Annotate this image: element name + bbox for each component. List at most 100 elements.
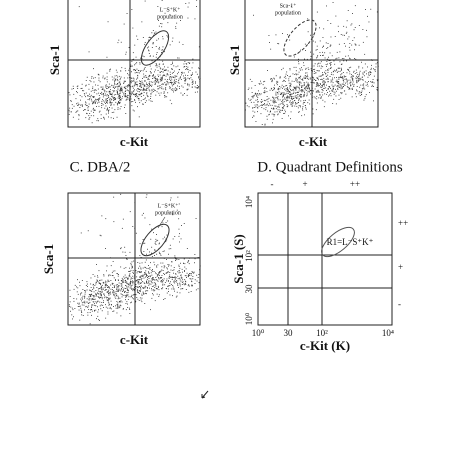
event-dot <box>305 108 307 110</box>
event-dot <box>86 76 88 78</box>
event-dot <box>97 288 99 290</box>
event-dot <box>133 288 135 290</box>
right-label: ++ <box>398 218 408 228</box>
event-dot <box>128 290 129 292</box>
event-dot <box>189 278 191 280</box>
event-dot <box>94 109 96 111</box>
event-dot <box>155 65 157 67</box>
event-dot <box>161 269 163 271</box>
event-dot <box>157 274 158 276</box>
event-dot <box>123 86 125 88</box>
event-dot <box>115 98 117 99</box>
event-dot <box>137 70 139 71</box>
event-dot <box>371 84 373 86</box>
event-dot <box>136 84 138 85</box>
event-dot <box>289 94 290 96</box>
event-dot <box>141 297 143 299</box>
event-dot <box>171 40 173 42</box>
event-dot <box>117 298 119 300</box>
event-dot <box>151 84 153 86</box>
event-dot <box>103 116 105 118</box>
event-dot <box>279 86 280 87</box>
event-dot <box>132 297 133 299</box>
event-dot <box>125 51 127 53</box>
event-dot <box>122 289 124 291</box>
event-dot <box>273 107 274 109</box>
event-dot <box>266 118 268 120</box>
event-dot <box>280 92 282 94</box>
gate <box>321 226 355 258</box>
event-dot <box>121 90 122 92</box>
annotation: L⁻S⁺K⁺ <box>160 6 181 13</box>
event-dot <box>291 98 293 99</box>
event-dot <box>104 290 106 291</box>
event-dot <box>102 77 104 79</box>
event-dot <box>185 289 187 290</box>
event-dot <box>148 99 150 101</box>
event-dot <box>140 87 142 88</box>
event-dot <box>120 87 122 89</box>
event-dot <box>351 23 353 25</box>
event-dot <box>143 212 144 214</box>
event-dot <box>284 81 286 82</box>
event-dot <box>76 298 78 300</box>
event-dot <box>154 284 156 286</box>
event-dot <box>98 111 100 113</box>
event-dot <box>96 120 98 122</box>
event-dot <box>298 63 300 65</box>
event-dot <box>82 315 84 316</box>
event-dot <box>184 270 185 271</box>
event-dot <box>158 278 160 280</box>
event-dot <box>133 281 134 283</box>
event-dot <box>345 76 347 77</box>
event-dot <box>137 77 138 79</box>
event-dot <box>363 86 365 88</box>
event-dot <box>86 289 88 291</box>
event-dot <box>180 276 182 278</box>
y-label: Sca-1 <box>227 45 242 75</box>
event-dot <box>132 93 134 94</box>
event-dot <box>169 14 171 16</box>
event-dot <box>149 224 151 226</box>
event-dot <box>158 277 160 279</box>
event-dot <box>188 260 190 261</box>
event-dot <box>123 82 125 84</box>
event-dot <box>174 280 176 282</box>
event-dot <box>319 83 321 84</box>
event-dot <box>106 79 108 81</box>
event-dot <box>101 91 103 93</box>
event-dot <box>187 260 189 262</box>
event-dot <box>114 75 116 77</box>
event-dot <box>89 297 91 299</box>
event-dot <box>112 270 114 272</box>
event-dot <box>275 105 277 107</box>
event-dot <box>142 267 144 269</box>
event-dot <box>147 276 149 278</box>
event-dot <box>176 281 178 283</box>
event-dot <box>128 85 130 87</box>
event-dot <box>261 102 262 103</box>
event-dot <box>170 265 172 267</box>
event-dot <box>112 311 114 312</box>
event-dot <box>282 101 284 103</box>
event-dot <box>99 296 101 298</box>
event-dot <box>121 294 123 295</box>
event-dot <box>152 270 153 272</box>
event-dot <box>88 96 90 97</box>
event-dot <box>333 71 335 73</box>
event-dot <box>310 51 311 53</box>
event-dot <box>159 271 160 273</box>
event-dot <box>334 77 335 79</box>
event-dot <box>93 101 95 103</box>
event-dot <box>354 27 356 28</box>
event-dot <box>317 90 318 92</box>
event-dot <box>120 290 122 292</box>
event-dot <box>346 20 348 22</box>
event-dot <box>154 300 156 302</box>
event-dot <box>165 75 167 77</box>
event-dot <box>158 25 160 27</box>
event-dot <box>339 84 341 86</box>
event-dot <box>324 80 325 82</box>
event-dot <box>370 81 372 83</box>
event-dot <box>92 284 94 286</box>
